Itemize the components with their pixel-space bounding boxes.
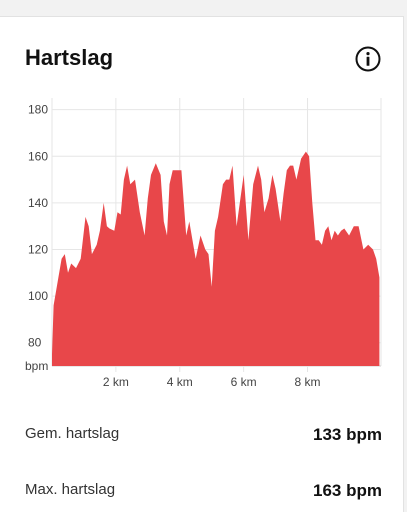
info-circle-icon[interactable] xyxy=(354,45,382,73)
x-tick-label: 6 km xyxy=(231,375,257,389)
avg-heart-rate-row: Gem. hartslag 133 bpm xyxy=(25,425,382,449)
x-tick-label: 8 km xyxy=(295,375,321,389)
y-tick-label: 180 xyxy=(28,103,48,117)
heart-rate-area-series xyxy=(52,151,380,366)
y-axis-unit-label: bpm xyxy=(25,359,48,373)
y-tick-label: 160 xyxy=(28,149,48,163)
card-title: Hartslag xyxy=(25,45,114,70)
x-tick-label: 2 km xyxy=(103,375,129,389)
max-heart-rate-value: 163 bpm xyxy=(313,481,382,500)
y-tick-label: 80 xyxy=(28,336,42,350)
y-tick-label: 120 xyxy=(28,242,48,256)
y-tick-label: 140 xyxy=(28,196,48,210)
y-tick-label: 100 xyxy=(28,289,48,303)
heart-rate-chart: 80 100 120 140 160 180 bpm 2 km 4 km 6 km 8 km xyxy=(25,98,382,389)
x-tick-label: 4 km xyxy=(167,375,193,389)
max-heart-rate-label: Max. hartslag xyxy=(25,481,116,498)
avg-heart-rate-value: 133 bpm xyxy=(313,425,382,444)
avg-heart-rate-label: Gem. hartslag xyxy=(25,425,120,442)
max-heart-rate-row: Max. hartslag 163 bpm xyxy=(25,481,382,505)
